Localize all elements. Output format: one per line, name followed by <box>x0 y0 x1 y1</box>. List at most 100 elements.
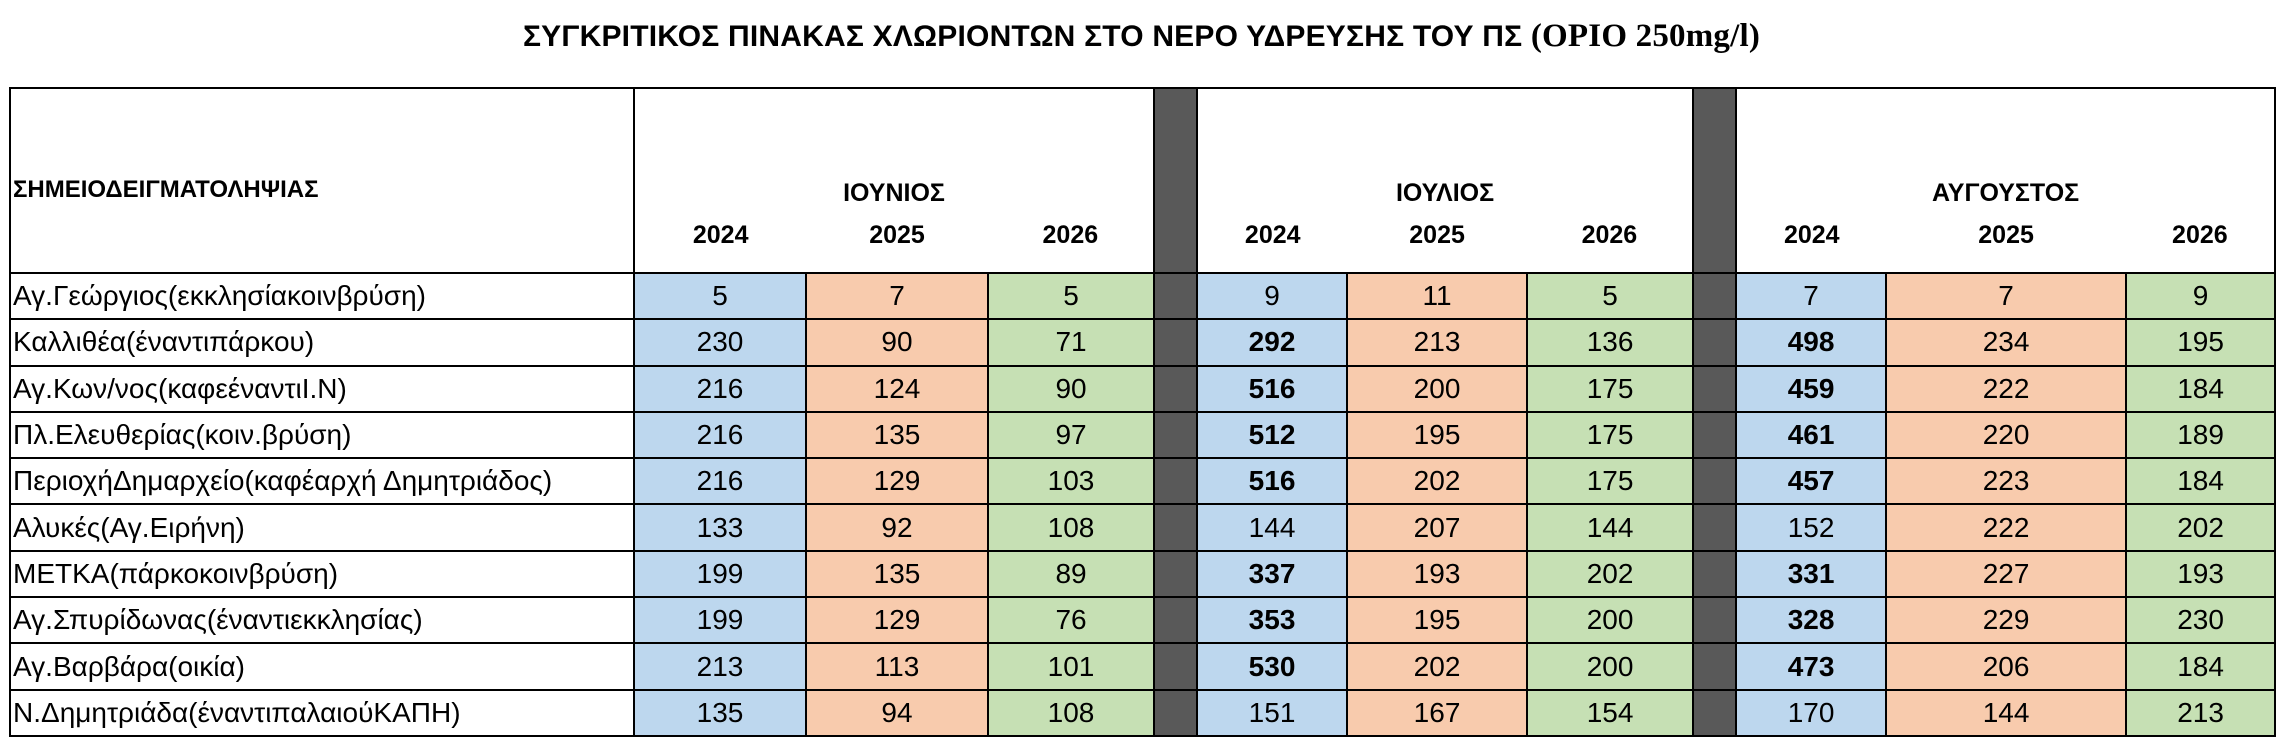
chloride-value-cell: 94 <box>805 688 989 737</box>
table-row: Αγ.Γεώργιος(εκκλησίακοινβρύση) 5 7 5 9 11 5 7 7 9 <box>9 271 2277 321</box>
chloride-value-cell: 90 <box>805 318 989 367</box>
column-separator <box>1153 642 1199 691</box>
year-label: 2024 <box>692 221 749 249</box>
chloride-value-cell: 144 <box>1885 688 2128 737</box>
chloride-value-cell: 151 <box>1196 688 1349 737</box>
column-separator <box>1153 364 1199 413</box>
column-separator <box>1692 688 1738 737</box>
chloride-value-cell: 89 <box>986 549 1156 599</box>
chloride-value-cell: 498 <box>1735 318 1888 367</box>
chloride-value-cell: 167 <box>1346 688 1529 737</box>
chloride-value-cell: 200 <box>1346 364 1529 413</box>
chloride-value-cell: 129 <box>805 457 989 506</box>
chloride-value-cell: 124 <box>805 364 989 413</box>
chloride-value-cell: 175 <box>1526 364 1695 413</box>
chloride-value-cell: 108 <box>986 688 1156 737</box>
year-label: 2026 <box>2172 221 2228 249</box>
sampling-point-name: Αγ.Σπυρίδωνας(έναντιεκκλησίας) <box>9 596 635 645</box>
column-separator <box>1153 596 1199 645</box>
chloride-value-cell: 516 <box>1196 364 1349 413</box>
chloride-value-cell: 457 <box>1735 457 1888 506</box>
chloride-value-cell: 234 <box>1885 318 2128 367</box>
chloride-value-cell: 331 <box>1735 549 1888 599</box>
chloride-value-cell: 7 <box>1735 271 1888 321</box>
chloride-value-cell: 213 <box>1346 318 1529 367</box>
chloride-value-cell: 200 <box>1526 642 1695 691</box>
chloride-value-cell: 230 <box>2125 596 2277 645</box>
chloride-value-cell: 461 <box>1735 410 1888 460</box>
chloride-value-cell: 152 <box>1735 503 1888 552</box>
chloride-value-cell: 11 <box>1346 271 1529 321</box>
chloride-value-cell: 144 <box>1196 503 1349 552</box>
year-label: 2025 <box>1409 221 1465 249</box>
chloride-value-cell: 175 <box>1526 410 1695 460</box>
chloride-value-cell: 473 <box>1735 642 1888 691</box>
chloride-value-cell: 5 <box>633 271 807 321</box>
chloride-value-cell: 90 <box>986 364 1156 413</box>
month-header-june: ΙΟΥΝΙΟΣ 2024 2025 2026 <box>632 87 1156 273</box>
month-header-july: ΙΟΥΛΙΟΣ 2024 2025 2026 <box>1196 87 1695 273</box>
column-separator <box>1153 271 1199 321</box>
sampling-point-name: Πλ.Ελευθερίας(κοιν.βρύση) <box>9 410 635 460</box>
year-label: 2026 <box>1042 221 1099 249</box>
sampling-point-name: Αγ.Γεώργιος(εκκλησίακοινβρύση) <box>9 271 635 321</box>
year-label: 2025 <box>869 221 925 249</box>
month-name: ΙΟΥΛΙΟΣ <box>1395 179 1495 207</box>
chloride-value-cell: 92 <box>805 503 989 552</box>
sampling-point-name: Αγ.Κων/νος(καφεέναντιΙ.Ν) <box>9 364 635 413</box>
chloride-value-cell: 7 <box>1885 271 2128 321</box>
table-row: Ν.Δημητριάδα(έναντιπαλαιούΚΑΠΗ) 135 94 108 1… <box>9 688 2277 737</box>
chloride-value-cell: 328 <box>1735 596 1888 645</box>
column-separator <box>1692 642 1738 691</box>
chloride-value-cell: 202 <box>1346 457 1529 506</box>
year-label: 2025 <box>1978 221 2034 249</box>
column-separator <box>1692 549 1738 599</box>
sampling-point-name: ΠεριοχήΔημαρχείο(καφέαρχή Δημητριάδος) <box>9 457 635 506</box>
chloride-value-cell: 108 <box>986 503 1156 552</box>
chloride-value-cell: 213 <box>2125 688 2277 737</box>
chloride-value-cell: 222 <box>1885 364 2128 413</box>
chloride-value-cell: 216 <box>633 364 807 413</box>
chloride-value-cell: 353 <box>1196 596 1349 645</box>
sampling-point-name: Ν.Δημητριάδα(έναντιπαλαιούΚΑΠΗ) <box>9 688 635 737</box>
chloride-value-cell: 135 <box>805 549 989 599</box>
chloride-value-cell: 206 <box>1885 642 2128 691</box>
month-name: ΑΥΓΟΥΣΤΟΣ <box>1931 179 2080 207</box>
chloride-value-cell: 459 <box>1735 364 1888 413</box>
chloride-value-cell: 135 <box>805 410 989 460</box>
chloride-value-cell: 195 <box>2125 318 2277 367</box>
chloride-value-cell: 175 <box>1526 457 1695 506</box>
chloride-value-cell: 170 <box>1735 688 1888 737</box>
chloride-value-cell: 195 <box>1346 596 1529 645</box>
chloride-value-cell: 129 <box>805 596 989 645</box>
column-separator <box>1692 596 1738 645</box>
chloride-value-cell: 101 <box>986 642 1156 691</box>
chloride-value-cell: 184 <box>2125 642 2277 691</box>
chloride-value-cell: 530 <box>1196 642 1349 691</box>
chloride-value-cell: 195 <box>1346 410 1529 460</box>
chloride-value-cell: 199 <box>633 596 807 645</box>
chloride-value-cell: 71 <box>986 318 1156 367</box>
chloride-value-cell: 230 <box>633 318 807 367</box>
table-row: Καλλιθέα(έναντιπάρκου) 230 90 71 292 213 136 49… <box>9 318 2277 367</box>
chloride-value-cell: 135 <box>633 688 807 737</box>
column-separator <box>1692 410 1738 460</box>
chloride-value-cell: 220 <box>1885 410 2128 460</box>
chloride-value-cell: 222 <box>1885 503 2128 552</box>
chloride-value-cell: 184 <box>2125 364 2277 413</box>
column-separator <box>1692 457 1738 506</box>
chloride-value-cell: 216 <box>633 410 807 460</box>
chloride-value-cell: 202 <box>1346 642 1529 691</box>
chloride-value-cell: 133 <box>633 503 807 552</box>
chloride-value-cell: 229 <box>1885 596 2128 645</box>
sampling-point-name: Αλυκές(Αγ.Ειρήνη) <box>9 503 635 552</box>
chloride-value-cell: 76 <box>986 596 1156 645</box>
chloride-value-cell: 9 <box>1196 271 1349 321</box>
chloride-value-cell: 292 <box>1196 318 1349 367</box>
column-separator <box>1153 688 1199 737</box>
month-header-august: ΑΥΓΟΥΣΤΟΣ 2024 2025 2026 <box>1735 87 2277 273</box>
column-separator <box>1692 503 1738 552</box>
chloride-value-cell: 189 <box>2125 410 2277 460</box>
chloride-value-cell: 199 <box>633 549 807 599</box>
chloride-value-cell: 97 <box>986 410 1156 460</box>
